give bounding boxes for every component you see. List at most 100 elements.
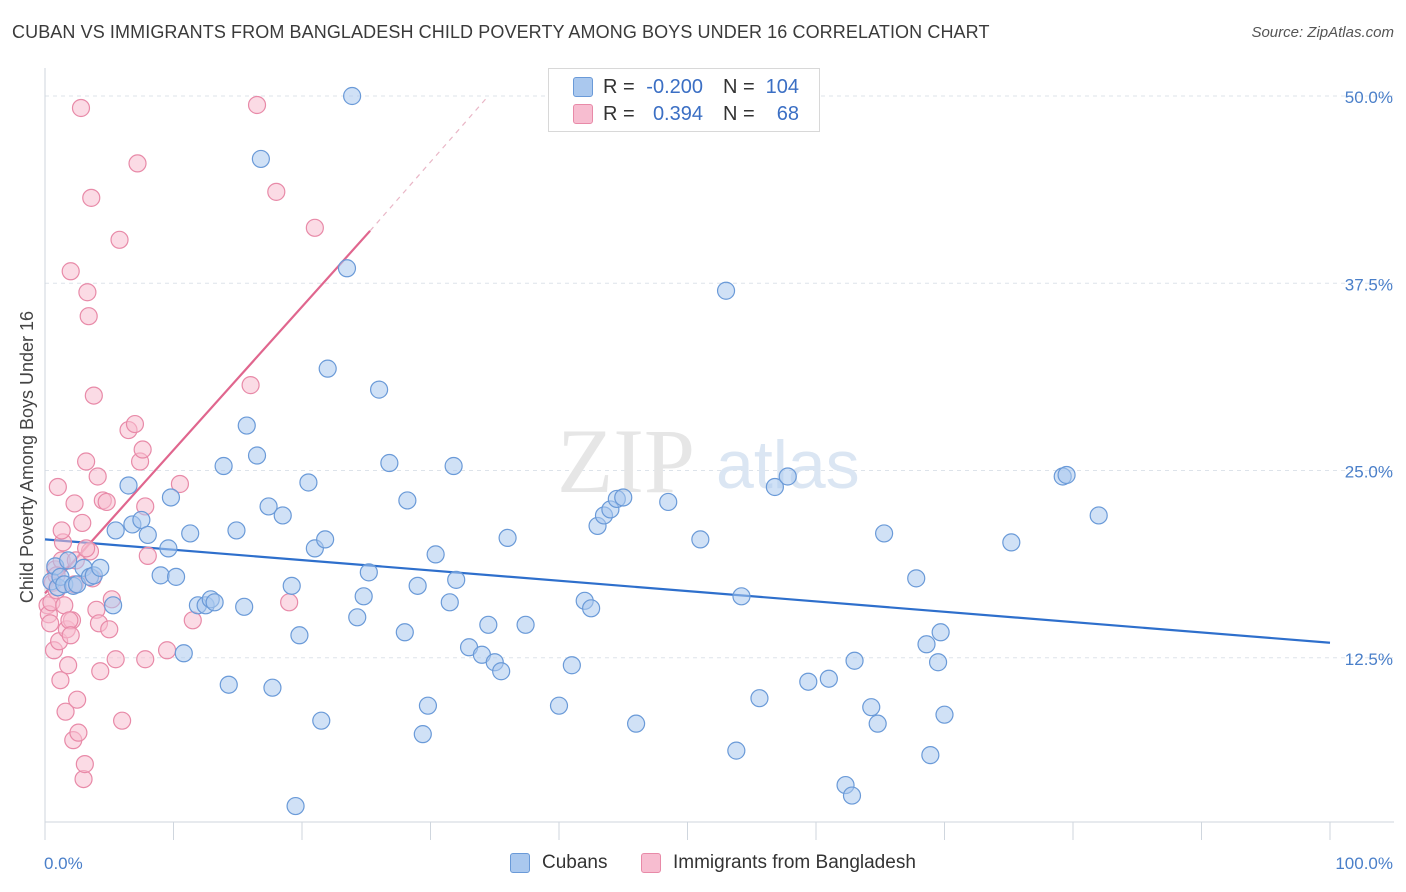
point-bangladesh — [305, 218, 324, 237]
point-cubans — [479, 615, 498, 634]
point-cubans — [875, 524, 894, 543]
point-bangladesh — [79, 307, 98, 326]
point-cubans — [498, 528, 517, 548]
bottom-legend-bangladesh: Immigrants from Bangladesh — [641, 852, 916, 874]
point-cubans — [413, 725, 432, 744]
point-cubans — [868, 714, 887, 733]
point-bangladesh — [84, 386, 103, 405]
point-cubans — [286, 796, 305, 816]
point-bangladesh — [97, 492, 116, 512]
bottom-legend-label-bangladesh: Immigrants from Bangladesh — [673, 852, 916, 873]
tick-labels: 12.5% 25.0% 37.5% 50.0% 0.0% 100.0% — [44, 88, 1393, 873]
legend-row-cubans: R = -0.200 N = 104 — [573, 74, 799, 100]
legend-r-label: R = — [603, 102, 635, 125]
point-bangladesh — [106, 650, 125, 669]
point-cubans — [380, 453, 399, 473]
point-bangladesh — [128, 154, 147, 173]
point-cubans — [132, 510, 151, 530]
point-bangladesh — [138, 546, 157, 565]
point-cubans — [716, 281, 736, 300]
legend-r-label: R = — [603, 75, 635, 98]
point-bangladesh — [69, 723, 88, 742]
x-tick-label-min: 0.0% — [44, 854, 83, 873]
point-cubans — [104, 596, 123, 615]
point-cubans — [626, 714, 646, 733]
point-cubans — [59, 551, 78, 570]
point-cubans — [444, 456, 463, 476]
legend-r-value: 0.394 — [652, 102, 703, 125]
point-cubans — [907, 569, 926, 588]
legend-n-value: 68 — [776, 102, 799, 125]
point-bangladesh — [41, 614, 60, 633]
point-cubans — [181, 524, 200, 543]
legend-n-label: N = — [723, 75, 755, 98]
trend-line-cubans — [44, 538, 1331, 644]
point-cubans — [219, 675, 238, 694]
point-bangladesh — [91, 662, 110, 681]
point-cubans — [516, 615, 535, 634]
point-cubans — [732, 587, 751, 606]
point-bangladesh — [157, 641, 177, 660]
point-cubans — [166, 567, 186, 586]
point-cubans — [354, 587, 373, 606]
point-bangladesh — [60, 611, 79, 630]
point-bangladesh — [48, 477, 67, 497]
point-cubans — [312, 711, 331, 730]
y-tick-label: 50.0% — [1345, 88, 1393, 107]
y-tick-label: 37.5% — [1345, 275, 1393, 294]
point-bangladesh — [110, 230, 129, 249]
point-bangladesh — [280, 593, 299, 612]
source-label: Source: ZipAtlas.com — [1251, 24, 1394, 41]
legend-row-bangladesh: R = 0.394 N = 68 — [573, 101, 799, 127]
point-bangladesh — [136, 650, 155, 669]
chart-title: CUBAN VS IMMIGRANTS FROM BANGLADESH CHIL… — [12, 22, 990, 42]
point-cubans — [370, 380, 389, 399]
point-cubans — [259, 497, 278, 516]
point-cubans — [359, 563, 378, 582]
point-cubans — [151, 566, 170, 585]
point-cubans — [174, 644, 193, 663]
point-bangladesh — [82, 188, 101, 207]
point-cubans — [316, 530, 335, 549]
legend-swatch-bangladesh — [573, 104, 593, 124]
x-tick-label-max: 100.0% — [1335, 854, 1393, 873]
bottom-legend-swatch-cubans — [510, 853, 530, 873]
point-bangladesh — [77, 539, 96, 558]
point-cubans — [418, 696, 438, 715]
y-tick-label: 25.0% — [1345, 463, 1393, 482]
point-cubans — [408, 576, 427, 595]
point-cubans — [614, 488, 633, 507]
point-cubans — [337, 259, 357, 278]
legend-swatch-cubans — [573, 77, 593, 97]
legend-n-value: 104 — [765, 75, 799, 98]
point-cubans — [214, 456, 233, 476]
y-tick-label: 12.5% — [1345, 650, 1393, 669]
point-cubans — [931, 623, 950, 642]
bottom-legend-swatch-bangladesh — [641, 853, 661, 873]
point-bangladesh — [125, 414, 145, 434]
point-cubans — [799, 672, 818, 691]
point-cubans — [343, 86, 362, 106]
point-cubans — [1089, 506, 1108, 525]
point-cubans — [227, 521, 246, 540]
point-bangladesh — [51, 671, 70, 690]
trend-line-bangladesh-solid — [44, 230, 371, 595]
point-cubans — [750, 689, 769, 708]
point-cubans — [251, 149, 270, 169]
point-bangladesh — [61, 626, 80, 645]
point-bangladesh — [52, 521, 71, 540]
trend-line-bangladesh — [44, 95, 489, 595]
point-cubans — [562, 656, 581, 675]
point-cubans — [398, 491, 417, 510]
point-bangladesh — [61, 262, 80, 281]
bottom-legend-label-cubans: Cubans — [542, 852, 608, 873]
point-cubans — [1002, 533, 1021, 552]
point-cubans — [263, 678, 282, 697]
point-bangladesh — [74, 769, 93, 789]
point-cubans — [862, 698, 881, 717]
point-cubans — [119, 476, 138, 495]
point-cubans — [917, 635, 936, 654]
point-bangladesh — [241, 376, 260, 395]
point-bangladesh — [65, 494, 84, 513]
